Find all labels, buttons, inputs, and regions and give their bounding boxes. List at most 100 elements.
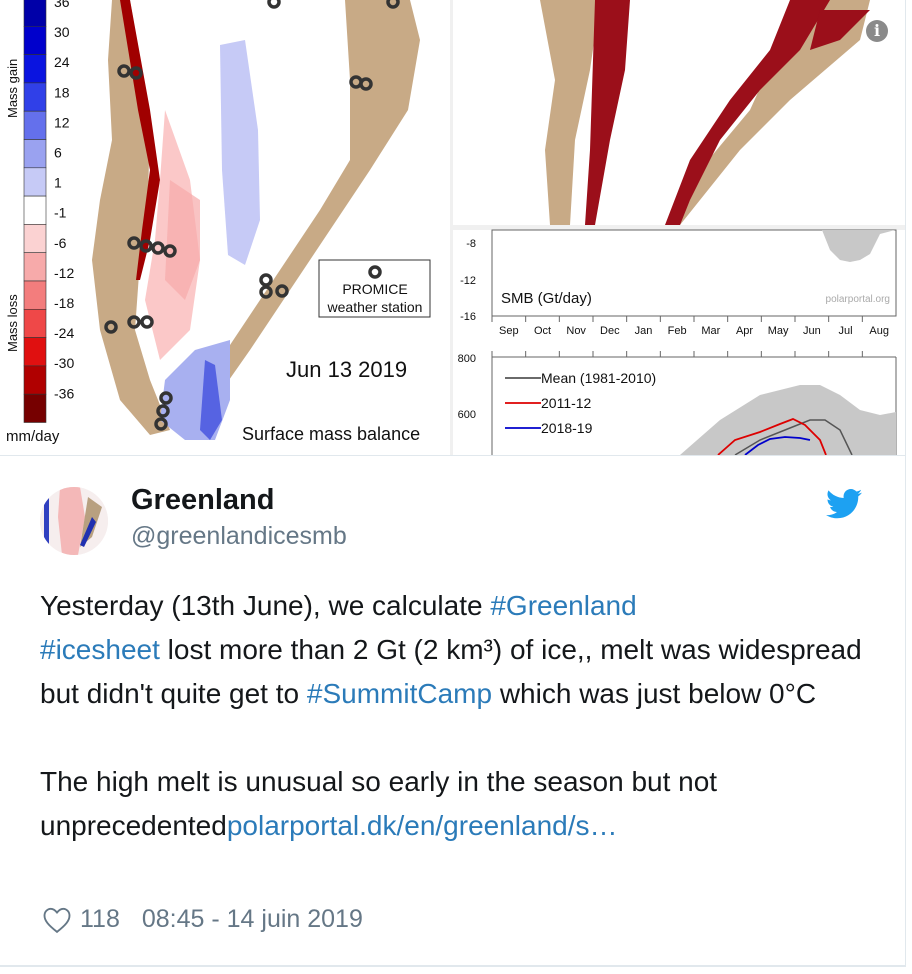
month-label: Jun (803, 325, 821, 337)
acc-ytick: 600 (458, 409, 476, 421)
land-east (185, 0, 420, 440)
colorbar-labels: 36 30 24 18 12 6 1 -1 -6 -12 -18 -24 -30 -36 (54, 0, 74, 401)
month-label: Apr (736, 325, 753, 337)
station-legend-label-1: PROMICE (342, 281, 407, 297)
land-west (92, 0, 170, 435)
mass-gain-label: Mass gain (5, 59, 20, 118)
colorbar-label: -36 (54, 385, 74, 401)
station-legend-label-2: weather station (327, 299, 423, 315)
acc-mean-line (734, 419, 853, 455)
colorbar-label: -6 (54, 235, 67, 251)
smb-ytick: -16 (460, 311, 476, 323)
colorbar-label: 6 (54, 145, 62, 161)
colorbar-label: 36 (54, 0, 70, 10)
timestamp[interactable]: 08:45 - 14 juin 2019 (141, 905, 363, 933)
map-caption: Surface mass balance (242, 424, 420, 444)
colorbar-label: 1 (54, 175, 62, 191)
month-label: Nov (566, 325, 586, 337)
like-count[interactable]: 118 (80, 905, 120, 933)
colorbar-segment (23, 393, 47, 423)
tweet-text-span: Yesterday (13th June), we calculate (40, 590, 491, 621)
colorbar-segment (23, 25, 47, 55)
tweet-footer: 118 08:45 - 14 juin 2019 (42, 905, 363, 934)
colorbar-segment (23, 224, 47, 253)
month-label: Aug (869, 325, 889, 337)
colorbar-label: 12 (54, 114, 70, 130)
smb-figure: 36 30 24 18 12 6 1 -1 -6 -12 -18 -24 -30 -36 Mass gai… (5, 0, 905, 455)
hashtag-summitcamp[interactable]: #SummitCamp (306, 678, 493, 709)
legend-label: Mean (1981-2010) (541, 370, 656, 386)
author-handle[interactable]: @greenlandicesmb (131, 522, 347, 550)
tweet-text-span: which was just below 0°C (492, 678, 817, 709)
month-label: Oct (534, 325, 551, 337)
tweet-text-span: lost more than 2 Gt (2 km³) of ice,, mel… (40, 634, 862, 709)
smb-ytick: -12 (460, 275, 476, 287)
month-label: Feb (668, 325, 687, 337)
acc-ytick: 800 (458, 353, 476, 365)
colorbar-segment (23, 167, 47, 197)
acc-2011-line (717, 418, 827, 455)
ice-gain-south-dark (200, 360, 222, 440)
month-label: Jul (838, 325, 852, 337)
month-label: Dec (600, 325, 620, 337)
colorbar-label: -1 (54, 205, 67, 221)
colorbar-label: 18 (54, 84, 70, 100)
ice-loss-west-2 (165, 180, 200, 300)
smb-chart: -8 -12 -16 SMB (Gt/day) polarportal.org … (460, 229, 900, 357)
twitter-bird-icon[interactable] (826, 488, 862, 520)
legend-label: 2018-19 (541, 420, 593, 436)
colorbar-segment (23, 0, 47, 27)
month-label: Jan (635, 325, 653, 337)
colorbar-segment (23, 139, 47, 169)
ice-gain-south (160, 340, 230, 440)
smb-range-band (822, 230, 900, 262)
smb-watermark: polarportal.org (826, 294, 890, 305)
month-label: Mar (701, 325, 720, 337)
author-name[interactable]: Greenland (131, 484, 275, 516)
ice-gain-interior (220, 40, 260, 265)
tweet-text-span: The high melt is unusual so early in the… (40, 766, 718, 841)
smb-title: SMB (Gt/day) (501, 290, 592, 307)
tweet-media-image[interactable]: 36 30 24 18 12 6 1 -1 -6 -12 -18 -24 -30 -36 Mass gai… (0, 0, 905, 456)
unit-label: mm/day (6, 428, 60, 445)
acc-2018-line (744, 436, 811, 455)
avatar[interactable] (40, 487, 108, 555)
colorbar-label: 30 (54, 24, 70, 40)
heart-icon[interactable] (42, 906, 72, 934)
legend-label: 2011-12 (541, 395, 592, 411)
weather-stations (104, 0, 400, 431)
acc-legend: Mean (1981-2010) 2011-12 2018-19 (505, 370, 656, 436)
map-panel: 36 30 24 18 12 6 1 -1 -6 -12 -18 -24 -30 -36 Mass gai… (5, 0, 431, 445)
melt-extent-map (540, 0, 870, 225)
station-legend-box (318, 259, 431, 318)
colorbar-label: -12 (54, 265, 74, 281)
colorbar-segment (23, 252, 47, 282)
colorbar-label: -18 (54, 295, 74, 311)
colorbar-segment (23, 82, 47, 112)
info-icon[interactable]: i (866, 20, 888, 42)
accumulated-smb-chart: 800 600 Mean (1981-2010) 2011-12 2018-19 (458, 353, 897, 455)
month-label: Sep (499, 325, 519, 337)
station-legend-icon (368, 265, 382, 279)
colorbar-segment (23, 195, 47, 225)
colorbar-label: 24 (54, 54, 70, 70)
smb-ytick: -8 (466, 238, 476, 250)
tweet-text: Yesterday (13th June), we calculate #Gre… (40, 584, 870, 848)
mass-loss-label: Mass loss (5, 294, 20, 352)
colorbar-segment (23, 365, 47, 395)
melt-west-coast (120, 0, 160, 280)
colorbar-segment (23, 280, 47, 310)
map-date: Jun 13 2019 (286, 357, 407, 382)
tweet-link[interactable]: polarportal.dk/en/greenland/s… (226, 810, 618, 841)
colorbar-label: -24 (54, 325, 74, 341)
colorbar-segment (23, 308, 47, 338)
month-label: May (768, 325, 789, 337)
colorbar-segment (23, 54, 47, 84)
colorbar (23, 0, 47, 423)
avatar-image (40, 487, 108, 555)
hashtag-icesheet[interactable]: #icesheet (40, 634, 160, 665)
month-labels: Sep Oct Nov Dec Jan Feb Mar Apr May Jun Jul Aug (491, 316, 889, 357)
colorbar-segment (23, 110, 47, 140)
hashtag-greenland[interactable]: #Greenland (490, 590, 637, 621)
